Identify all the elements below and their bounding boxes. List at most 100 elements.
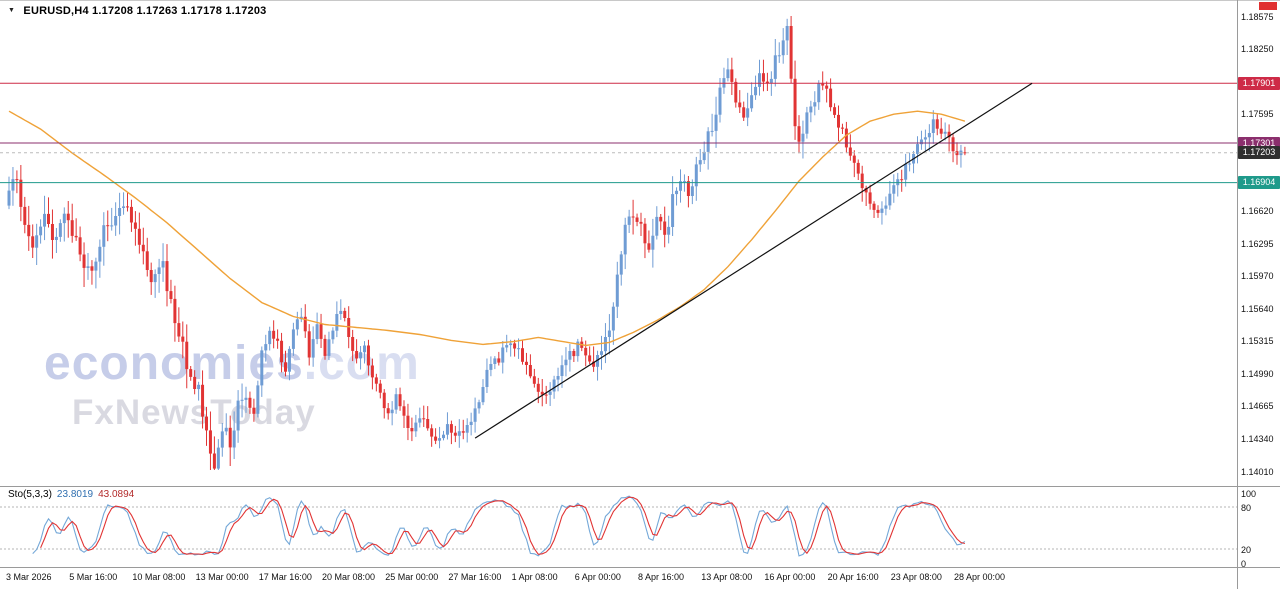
- price-tag-resistance: 1.17901: [1238, 76, 1280, 90]
- time-axis-label: 10 Mar 08:00: [132, 572, 186, 582]
- candle-body: [702, 151, 706, 161]
- candle-body: [232, 430, 236, 448]
- candle-body: [43, 213, 47, 227]
- time-axis-label: 13 Apr 08:00: [701, 572, 753, 582]
- candle-body: [884, 205, 888, 209]
- candle-body: [252, 407, 256, 414]
- candle-body: [343, 310, 347, 318]
- candle-body: [110, 225, 114, 227]
- candle-body: [679, 181, 682, 191]
- candle-body: [916, 144, 919, 154]
- candle-body: [347, 318, 351, 337]
- candle-body: [7, 190, 11, 206]
- candle-body: [639, 221, 643, 224]
- candle-body: [734, 81, 738, 103]
- price-axis-tick: 1.14990: [1241, 368, 1274, 379]
- candle-body: [663, 221, 667, 235]
- candle-body: [552, 379, 556, 392]
- candle-body: [536, 383, 540, 392]
- candle-body: [430, 428, 434, 437]
- time-axis-label: 13 Mar 00:00: [195, 572, 249, 582]
- candle-body: [114, 216, 118, 226]
- candle-body: [390, 409, 394, 414]
- watermark-tagline: FxNewsToday: [72, 393, 316, 432]
- time-axis-label: 20 Mar 08:00: [322, 572, 376, 582]
- candle-body: [264, 344, 268, 351]
- candle-body: [181, 336, 185, 342]
- candle-body: [240, 399, 244, 401]
- candle-body: [568, 351, 572, 360]
- candle-body: [303, 316, 307, 332]
- candle-body: [398, 394, 402, 407]
- candle-body: [177, 323, 181, 337]
- indicator-panel-area[interactable]: [0, 486, 1237, 568]
- candle-body: [74, 235, 78, 238]
- candle-body: [560, 365, 564, 376]
- candle-body: [359, 352, 363, 359]
- expand-triangle-icon[interactable]: ▼: [8, 7, 16, 14]
- candle-body: [141, 244, 145, 252]
- candle-body: [149, 270, 153, 283]
- candle-body: [556, 376, 560, 380]
- candle-body: [256, 385, 260, 414]
- candle-body: [106, 225, 110, 227]
- main-chart-area[interactable]: [0, 0, 1237, 486]
- candle-body: [438, 438, 442, 441]
- candle-body: [351, 337, 355, 351]
- candle-body: [220, 431, 224, 448]
- time-axis[interactable]: 3 Mar 2026 5 Mar 16:00 10 Mar 08:00 13 Mar …: [0, 568, 1237, 589]
- candle-body: [465, 425, 469, 433]
- candle-body: [856, 162, 860, 174]
- candle-body: [284, 362, 287, 372]
- candle-body: [457, 431, 461, 436]
- ascending-trendline[interactable]: [474, 82, 1033, 439]
- candle-body: [698, 160, 702, 165]
- symbol-ohlc-values: 1.17208 1.17263 1.17178 1.17203: [92, 5, 267, 17]
- candle-body: [686, 181, 690, 196]
- candle-body: [260, 350, 264, 386]
- candle-body: [647, 243, 651, 250]
- candle-body: [370, 365, 374, 378]
- candle-body: [339, 310, 343, 314]
- price-axis[interactable]: 1.18575 1.18250 1.17595 1.16620 1.16295 1.159…: [1237, 0, 1280, 589]
- candle-body: [102, 225, 106, 247]
- candle-body: [23, 206, 27, 225]
- candle-body: [852, 155, 856, 163]
- candle-body: [765, 81, 769, 83]
- candle-body: [809, 106, 813, 113]
- candle-body: [185, 341, 189, 370]
- candle-body: [15, 179, 19, 181]
- price-axis-tick: 1.14340: [1241, 433, 1274, 444]
- candle-body: [145, 251, 149, 270]
- candle-body: [627, 216, 631, 225]
- price-axis-tick: 1.14665: [1241, 401, 1274, 412]
- candle-body: [548, 391, 552, 395]
- candle-body: [169, 291, 173, 299]
- candle-body: [718, 87, 722, 115]
- time-axis-label: 28 Apr 00:00: [954, 572, 1006, 582]
- candle-body: [35, 235, 39, 248]
- candle-body: [785, 26, 789, 41]
- price-axis-tick: 1.15640: [1241, 304, 1274, 314]
- candle-body: [694, 164, 698, 187]
- candle-body: [449, 424, 453, 433]
- candle-body: [477, 402, 481, 409]
- candle-body: [592, 361, 596, 367]
- candle-body: [295, 319, 299, 330]
- candle-body: [414, 422, 418, 432]
- candle-body: [374, 377, 378, 384]
- candle-body: [248, 397, 252, 408]
- candle-body: [880, 208, 884, 213]
- candle-body: [323, 338, 327, 356]
- candle-body: [133, 222, 137, 229]
- candle-body: [600, 351, 603, 355]
- candle-body: [70, 220, 74, 236]
- moving-average-line[interactable]: [8, 110, 966, 347]
- candle-body: [382, 392, 386, 409]
- price-axis-tick: 1.16620: [1241, 206, 1274, 217]
- time-axis-label: 23 Apr 08:00: [890, 572, 942, 582]
- candle-body: [410, 428, 414, 432]
- price-axis-tick: 1.17595: [1241, 109, 1274, 120]
